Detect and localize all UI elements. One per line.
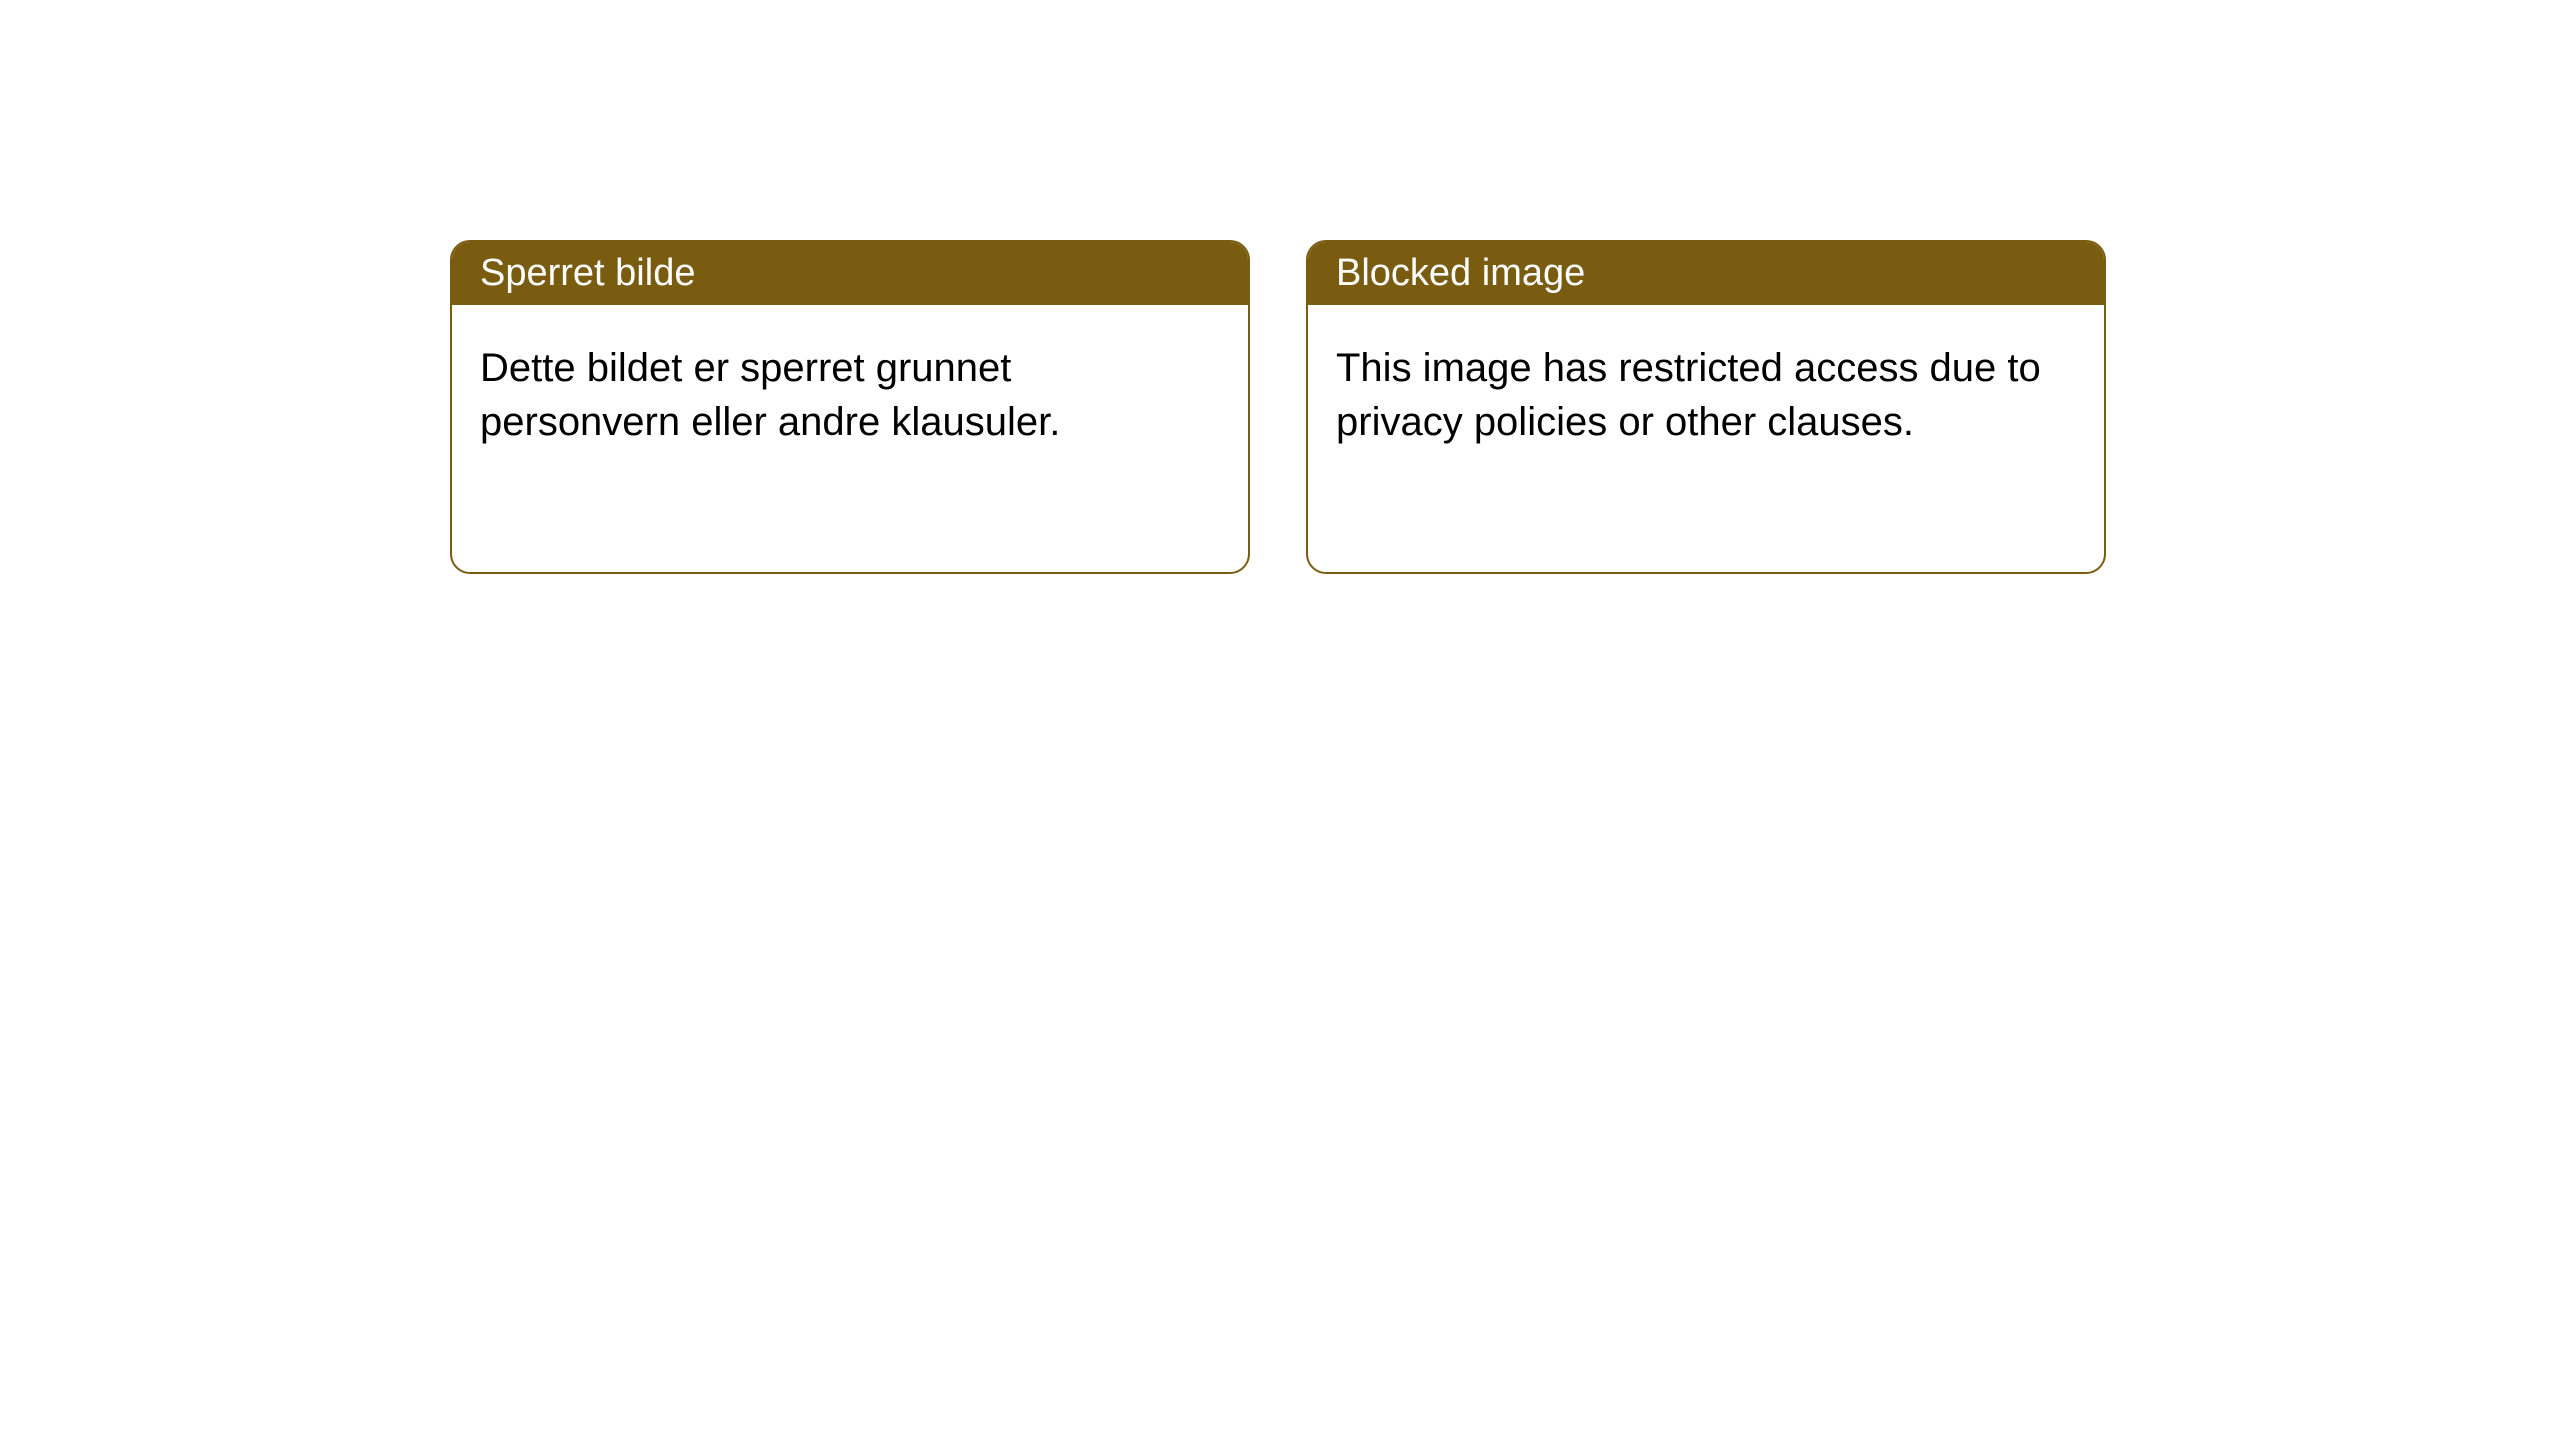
card-body-no: Dette bildet er sperret grunnet personve… <box>452 305 1248 485</box>
card-title-label: Sperret bilde <box>480 252 695 294</box>
card-body-en: This image has restricted access due to … <box>1308 305 2104 485</box>
blocked-image-card-en: Blocked image This image has restricted … <box>1306 240 2106 574</box>
blocked-image-card-no: Sperret bilde Dette bildet er sperret gr… <box>450 240 1250 574</box>
card-header-en: Blocked image <box>1308 242 2104 305</box>
card-header-no: Sperret bilde <box>452 242 1248 305</box>
blocked-image-cards: Sperret bilde Dette bildet er sperret gr… <box>450 240 2560 574</box>
card-body-text: This image has restricted access due to … <box>1336 346 2041 444</box>
card-body-text: Dette bildet er sperret grunnet personve… <box>480 346 1060 444</box>
card-title-label: Blocked image <box>1336 252 1585 294</box>
